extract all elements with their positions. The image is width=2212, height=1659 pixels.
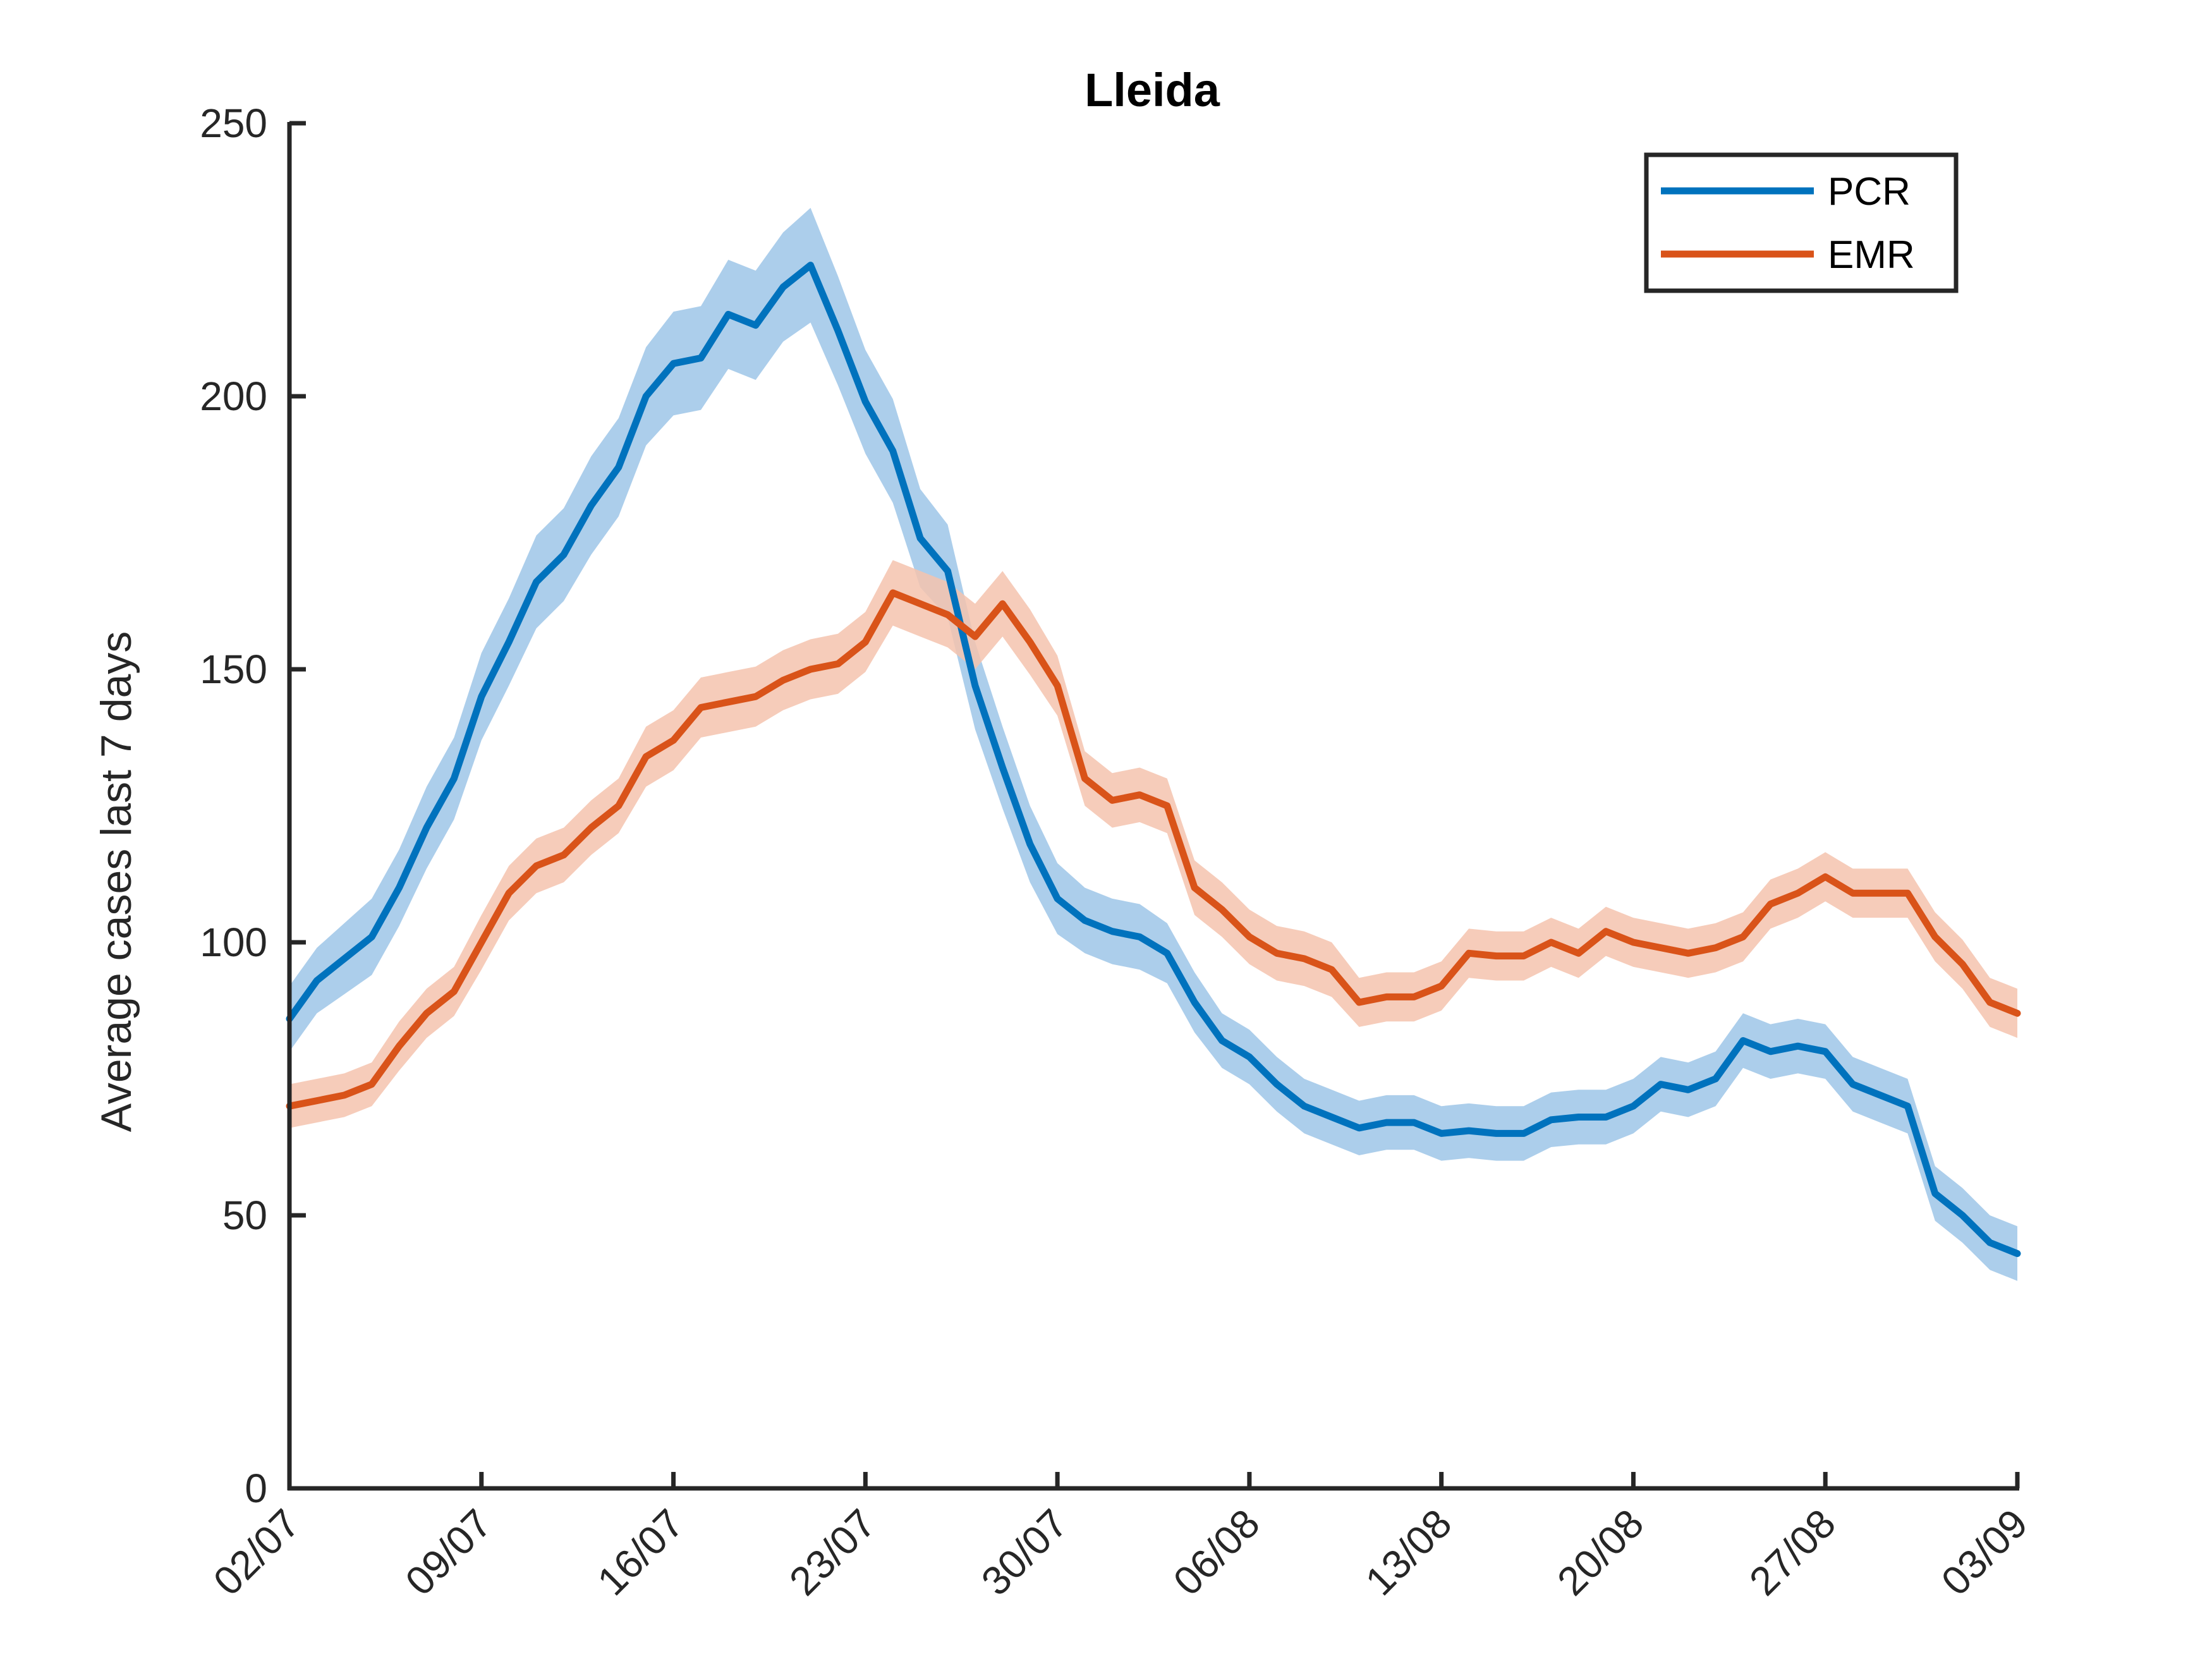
legend: PCR EMR	[1646, 155, 1956, 291]
y-tick-label: 150	[200, 647, 267, 692]
y-tick-label: 50	[222, 1193, 267, 1238]
chart-title: Lleida	[1085, 64, 1220, 116]
y-tick-label: 100	[200, 920, 267, 965]
legend-label-emr: EMR	[1828, 233, 1915, 277]
y-axis-label: Average cases last 7 days	[92, 631, 140, 1133]
y-tick-label: 200	[200, 374, 267, 419]
legend-label-pcr: PCR	[1828, 170, 1911, 214]
y-tick-label: 0	[245, 1466, 267, 1511]
y-tick-label: 250	[200, 100, 267, 146]
